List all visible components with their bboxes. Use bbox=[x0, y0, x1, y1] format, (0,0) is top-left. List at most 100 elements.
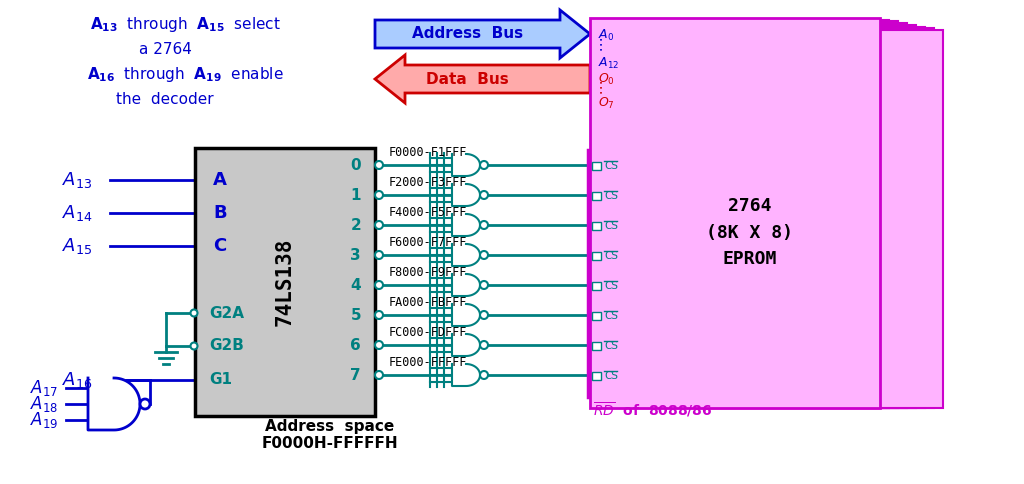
Text: $O_7$: $O_7$ bbox=[598, 96, 614, 111]
Text: $A_0$: $A_0$ bbox=[598, 28, 614, 43]
Bar bbox=[592, 342, 601, 350]
Text: $\mathbf{A_{13}}$  through  $\mathbf{A_{15}}$  select: $\mathbf{A_{13}}$ through $\mathbf{A_{15… bbox=[89, 15, 281, 34]
Bar bbox=[640, 27, 925, 408]
Text: F2000-F3FFF: F2000-F3FFF bbox=[389, 176, 467, 188]
Text: A: A bbox=[213, 171, 227, 189]
Polygon shape bbox=[452, 214, 480, 236]
Text: the  decoder: the decoder bbox=[116, 92, 214, 107]
Polygon shape bbox=[452, 364, 480, 386]
Bar bbox=[592, 252, 601, 260]
Text: FA000-FBFFF: FA000-FBFFF bbox=[389, 296, 467, 308]
Text: 2: 2 bbox=[350, 217, 361, 232]
Circle shape bbox=[375, 221, 383, 229]
Circle shape bbox=[375, 311, 383, 319]
Text: Address  Bus: Address Bus bbox=[412, 27, 523, 42]
Polygon shape bbox=[88, 378, 140, 430]
Bar bbox=[610, 21, 898, 408]
Text: CS: CS bbox=[604, 311, 618, 321]
Bar bbox=[600, 20, 889, 408]
Text: Address  space
F0000H-FFFFFH: Address space F0000H-FFFFFH bbox=[262, 419, 398, 451]
Text: $A_{19}$: $A_{19}$ bbox=[30, 410, 58, 430]
Text: $A_{12}$: $A_{12}$ bbox=[598, 56, 620, 71]
Circle shape bbox=[480, 251, 488, 259]
Circle shape bbox=[480, 281, 488, 289]
Bar bbox=[630, 25, 916, 408]
Polygon shape bbox=[375, 10, 590, 58]
Text: 5: 5 bbox=[350, 307, 361, 322]
Circle shape bbox=[375, 191, 383, 199]
Circle shape bbox=[375, 251, 383, 259]
Text: $O_0$: $O_0$ bbox=[598, 72, 614, 87]
Text: 1: 1 bbox=[350, 187, 361, 202]
Bar bbox=[660, 30, 943, 408]
Bar bbox=[592, 162, 601, 170]
Text: F8000-F9FFF: F8000-F9FFF bbox=[389, 266, 467, 278]
Text: F4000-F5FFF: F4000-F5FFF bbox=[389, 206, 467, 218]
Circle shape bbox=[480, 161, 488, 169]
Polygon shape bbox=[452, 274, 480, 296]
Text: $A_{13}$: $A_{13}$ bbox=[62, 170, 92, 190]
Text: $A_{16}$: $A_{16}$ bbox=[62, 370, 92, 390]
Text: CS: CS bbox=[604, 341, 618, 351]
Text: FC000-FDFFF: FC000-FDFFF bbox=[389, 326, 467, 338]
Text: F0000-F1FFF: F0000-F1FFF bbox=[389, 146, 467, 158]
Bar bbox=[592, 312, 601, 320]
Circle shape bbox=[480, 311, 488, 319]
Bar bbox=[590, 18, 880, 408]
Polygon shape bbox=[375, 55, 590, 103]
Circle shape bbox=[480, 191, 488, 199]
Circle shape bbox=[480, 371, 488, 379]
Bar bbox=[592, 192, 601, 200]
Text: G1: G1 bbox=[209, 373, 232, 388]
Text: G2B: G2B bbox=[209, 338, 244, 353]
Text: B: B bbox=[213, 204, 226, 222]
Bar bbox=[592, 282, 601, 290]
Text: FE000-FFFFF: FE000-FFFFF bbox=[389, 356, 467, 368]
Text: 3: 3 bbox=[350, 247, 361, 262]
Text: $A_{14}$: $A_{14}$ bbox=[62, 203, 92, 223]
Bar bbox=[196, 149, 374, 415]
Text: $\mathbf{A_{16}}$  through  $\mathbf{A_{19}}$  enable: $\mathbf{A_{16}}$ through $\mathbf{A_{19… bbox=[87, 65, 284, 84]
Bar bbox=[195, 148, 375, 416]
Polygon shape bbox=[452, 304, 480, 326]
Text: a 2764: a 2764 bbox=[138, 42, 191, 57]
Text: C: C bbox=[213, 237, 226, 255]
Text: $A_{18}$: $A_{18}$ bbox=[30, 394, 58, 414]
Text: $A_{17}$: $A_{17}$ bbox=[30, 378, 58, 398]
Bar bbox=[592, 222, 601, 230]
Text: F6000-F7FFF: F6000-F7FFF bbox=[389, 236, 467, 248]
Text: CS: CS bbox=[604, 281, 618, 291]
Polygon shape bbox=[452, 334, 480, 356]
Bar bbox=[592, 372, 601, 380]
Circle shape bbox=[480, 341, 488, 349]
Text: G2A: G2A bbox=[209, 305, 244, 320]
Text: 7: 7 bbox=[350, 367, 361, 382]
Text: CS: CS bbox=[604, 251, 618, 261]
Circle shape bbox=[140, 399, 150, 409]
Circle shape bbox=[190, 309, 198, 317]
Text: 6: 6 bbox=[350, 337, 361, 352]
Text: CS: CS bbox=[604, 161, 618, 171]
Bar bbox=[620, 23, 907, 408]
Circle shape bbox=[375, 341, 383, 349]
Text: Data  Bus: Data Bus bbox=[426, 72, 509, 87]
Circle shape bbox=[375, 281, 383, 289]
Polygon shape bbox=[452, 184, 480, 206]
Text: $A_{15}$: $A_{15}$ bbox=[62, 236, 92, 256]
Circle shape bbox=[480, 221, 488, 229]
Polygon shape bbox=[452, 244, 480, 266]
Text: 4: 4 bbox=[350, 277, 361, 292]
Text: 0: 0 bbox=[350, 157, 361, 172]
Text: $\overline{RD}$  of  8088/86: $\overline{RD}$ of 8088/86 bbox=[593, 401, 712, 419]
Circle shape bbox=[375, 371, 383, 379]
Polygon shape bbox=[452, 154, 480, 176]
Text: CS: CS bbox=[604, 191, 618, 201]
Bar bbox=[650, 28, 934, 408]
Text: CS: CS bbox=[604, 221, 618, 231]
Text: 74LS138: 74LS138 bbox=[275, 238, 295, 326]
Text: CS: CS bbox=[604, 371, 618, 381]
Circle shape bbox=[375, 161, 383, 169]
Circle shape bbox=[190, 343, 198, 349]
Text: 2764
(8K X 8)
EPROM: 2764 (8K X 8) EPROM bbox=[706, 197, 793, 268]
